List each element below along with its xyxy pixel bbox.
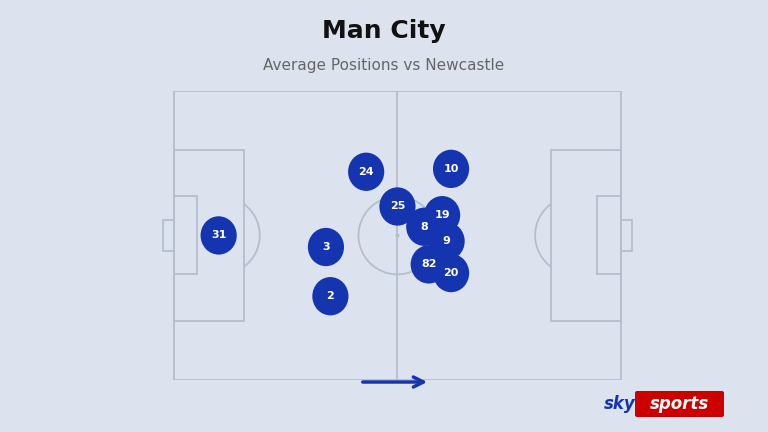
Text: sky: sky (604, 395, 636, 413)
Text: 82: 82 (423, 260, 434, 269)
Ellipse shape (411, 245, 447, 283)
Bar (551, 149, 621, 321)
Ellipse shape (426, 198, 458, 232)
Ellipse shape (409, 210, 440, 244)
Text: sports: sports (650, 395, 709, 413)
Ellipse shape (435, 152, 467, 186)
Text: 3: 3 (322, 242, 329, 252)
Ellipse shape (435, 256, 467, 290)
Ellipse shape (424, 196, 460, 234)
Ellipse shape (379, 187, 415, 226)
Ellipse shape (433, 254, 469, 292)
Text: 20: 20 (445, 269, 456, 278)
Text: 19: 19 (437, 211, 448, 220)
Text: 82: 82 (421, 259, 436, 270)
Ellipse shape (406, 208, 442, 246)
Ellipse shape (308, 228, 344, 266)
Bar (598, 197, 621, 274)
Text: 10: 10 (443, 164, 458, 174)
Text: 8: 8 (420, 222, 428, 232)
Ellipse shape (412, 248, 445, 281)
Text: Average Positions vs Newcastle: Average Positions vs Newcastle (263, 58, 505, 73)
Text: 31: 31 (211, 230, 227, 241)
Bar (164, 220, 174, 251)
Ellipse shape (313, 277, 349, 315)
Text: 24: 24 (359, 167, 374, 177)
Bar (174, 197, 197, 274)
Ellipse shape (429, 222, 465, 260)
Text: Man City: Man City (323, 19, 445, 44)
Text: 20: 20 (443, 268, 458, 278)
Ellipse shape (433, 150, 469, 188)
Bar (621, 220, 631, 251)
Bar (174, 149, 244, 321)
FancyBboxPatch shape (635, 391, 724, 417)
Text: 10: 10 (445, 164, 456, 173)
Ellipse shape (200, 216, 237, 254)
Text: 9: 9 (442, 236, 451, 246)
Text: 8: 8 (422, 222, 427, 231)
Text: 25: 25 (389, 201, 406, 212)
Text: 2: 2 (326, 291, 334, 301)
Ellipse shape (348, 152, 384, 191)
Text: 19: 19 (435, 210, 450, 220)
